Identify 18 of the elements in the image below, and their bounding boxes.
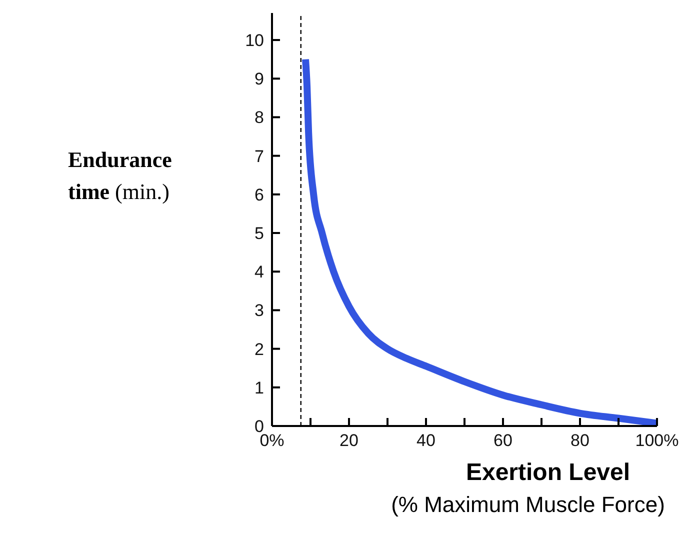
- y-tick-label: 8: [254, 108, 264, 128]
- x-tick-label: 100%: [635, 431, 679, 450]
- y-tick-label: 2: [254, 340, 264, 359]
- x-tick-label: 20: [340, 431, 358, 450]
- y-tick-label: 4: [254, 262, 264, 282]
- x-tick-label: 0%: [260, 431, 284, 450]
- x-tick-label: 80: [570, 431, 590, 450]
- x-tick-label: 60: [494, 431, 512, 450]
- y-tick-label: 1: [254, 378, 264, 398]
- y-axis-title: Endurance time (min.): [68, 146, 173, 206]
- x-tick-label: 40: [416, 431, 436, 450]
- y-tick-label: 3: [254, 301, 264, 320]
- y-tick-label: 6: [254, 185, 264, 204]
- y-tick-label: 7: [254, 146, 264, 166]
- y-tick-label: 9: [254, 70, 264, 89]
- y-tick-label: 5: [254, 224, 264, 244]
- x-axis-title: Exertion Level (% Maximum Muscle Force): [390, 458, 666, 519]
- y-tick-label: 10: [245, 31, 264, 50]
